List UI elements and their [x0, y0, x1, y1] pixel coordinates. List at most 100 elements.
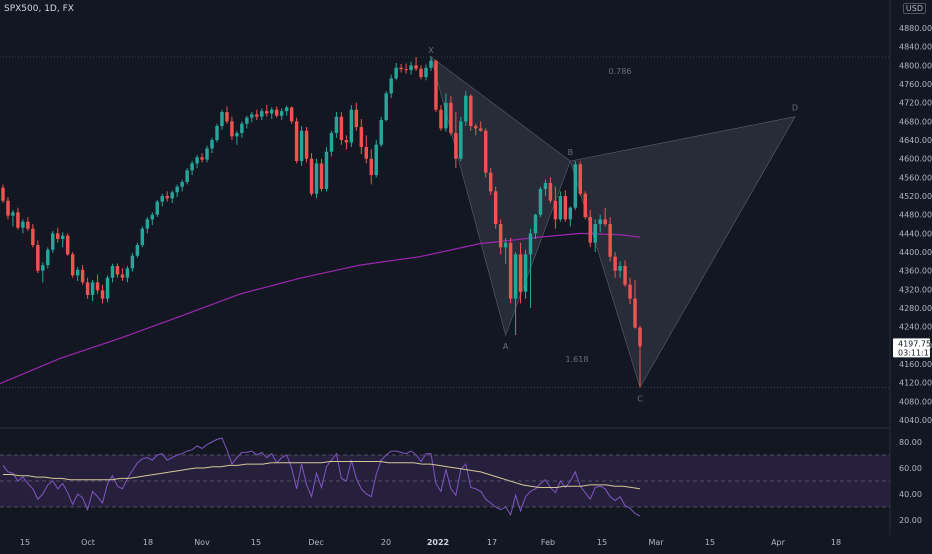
candle-body [319, 163, 324, 190]
candle-body [56, 233, 60, 239]
candle-body [160, 196, 164, 202]
price-tick-label: 4240.00 [899, 323, 932, 332]
candle-body [558, 196, 563, 220]
price-tick-label: 4360.00 [899, 267, 932, 276]
pattern-label: 0.786 [609, 67, 632, 76]
ma-200-line [0, 232, 641, 385]
candle-body [170, 192, 174, 199]
candle-body [593, 224, 597, 243]
candle-body [533, 214, 538, 234]
price-tick-label: 4680.00 [899, 117, 932, 126]
candle-body [150, 214, 155, 220]
candle-body [255, 114, 259, 117]
candle-body [454, 133, 458, 159]
candle-body [41, 265, 45, 271]
candle-body [100, 290, 105, 299]
candle-body [419, 68, 423, 78]
time-tick-label: 15 [20, 538, 30, 547]
time-tick-label: 15 [597, 538, 607, 547]
rsi-tick-label: 80.00 [899, 438, 922, 447]
candle-body [513, 254, 518, 299]
candle-body [230, 121, 234, 137]
candle-body [284, 107, 289, 112]
candle-body [608, 224, 612, 257]
candle-body [464, 95, 468, 122]
price-tick-label: 4640.00 [899, 136, 932, 145]
price-tick-label: 4400.00 [899, 248, 932, 257]
candle-body [215, 126, 219, 141]
candle-body [130, 255, 135, 269]
candle-body [309, 158, 314, 194]
candle-body [329, 133, 334, 152]
pattern-triangle-bcd [569, 116, 796, 389]
price-tick-label: 4480.00 [899, 211, 932, 220]
candle-body [434, 60, 438, 110]
candle-body [140, 228, 145, 246]
candle-body [613, 256, 617, 271]
candle-body [26, 221, 30, 229]
candle-body [444, 102, 448, 129]
rsi-panel [0, 437, 890, 517]
harmonic-pattern[interactable]: X A B C D 0.786 1.618 [428, 46, 798, 403]
price-tick-label: 4600.00 [899, 155, 932, 164]
candle-body [354, 109, 359, 127]
currency-button[interactable]: USD [902, 3, 926, 14]
candle-body [205, 148, 209, 160]
candle-body [459, 121, 463, 159]
candle-body [11, 212, 15, 216]
candle-body [588, 217, 592, 243]
candle-body [21, 221, 25, 228]
candle-body [294, 121, 299, 162]
candle-body [518, 254, 523, 292]
candle-body [379, 119, 383, 145]
price-tick-label: 4560.00 [899, 173, 932, 182]
candle-body [289, 107, 294, 122]
candle-body [578, 164, 583, 194]
moving-average-line [0, 232, 641, 385]
candle-body [115, 266, 120, 275]
candle-body [349, 109, 354, 143]
price-tick-label: 4840.00 [899, 43, 932, 52]
candle-body [528, 233, 533, 255]
candle-body [304, 130, 309, 159]
rsi-tick-label: 20.00 [899, 516, 922, 525]
candle-body [46, 249, 50, 266]
candle-body [404, 69, 408, 71]
candle-body [628, 284, 632, 299]
time-tick-label: Mar [648, 538, 664, 547]
candle-body [6, 200, 10, 216]
axes: 4040.004080.004120.004160.004200.004240.… [20, 24, 932, 547]
candle-body [220, 112, 224, 127]
candle-body [563, 196, 568, 220]
last-price-tag [893, 338, 930, 358]
candle-body [190, 163, 194, 171]
time-tick-label: Oct [81, 538, 95, 547]
candle-body [85, 282, 90, 295]
candle-body [210, 140, 214, 149]
candle-body [299, 130, 304, 162]
candle-body [583, 193, 587, 218]
pattern-label: 1.618 [566, 355, 589, 364]
candle-body [359, 126, 364, 148]
rsi-line [2, 437, 641, 517]
candle-body [469, 95, 473, 127]
candle-body [260, 111, 264, 117]
candle-body [394, 67, 398, 79]
candle-body [31, 228, 35, 246]
pattern-label: B [568, 148, 574, 157]
candle-body [245, 117, 249, 124]
time-tick-label: 15 [705, 538, 715, 547]
candle-body [409, 65, 413, 71]
candle-body [51, 233, 55, 250]
candle-body [180, 182, 184, 187]
candle-body [493, 191, 498, 225]
candle-body [399, 67, 403, 70]
price-tick-label: 4720.00 [899, 99, 932, 108]
candle-body [195, 157, 199, 164]
candle-body [548, 182, 553, 201]
price-tick-label: 4040.00 [899, 416, 932, 425]
candle-body [110, 266, 115, 278]
symbol-label: SPX500, 1D, FX [4, 4, 74, 14]
